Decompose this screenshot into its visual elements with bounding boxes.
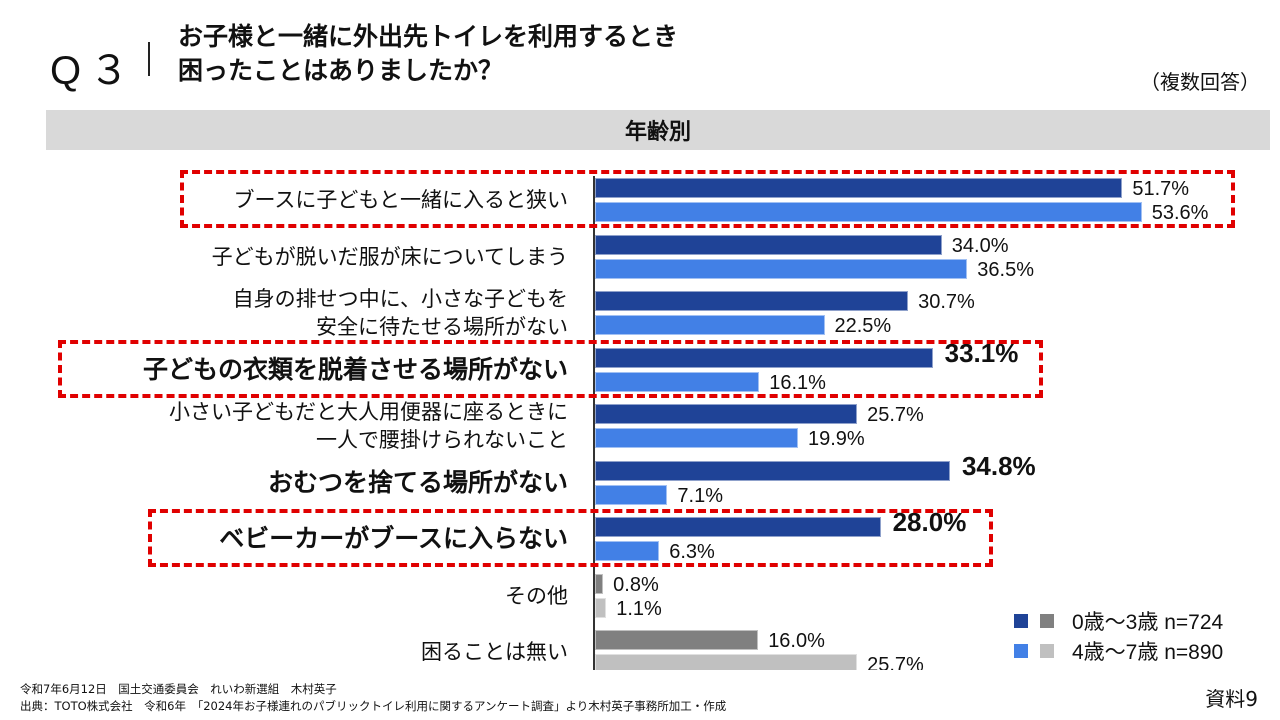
footer-line2: 出典：TOTO株式会社 令和6年 「2024年お子様連れのパブリックトイレ利用に… xyxy=(20,699,727,713)
category-label-line: おむつを捨てる場所がない xyxy=(267,467,568,497)
category-label-line: ブースに子どもと一緒に入ると狭い xyxy=(233,188,568,212)
category-label: おむつを捨てる場所がない xyxy=(267,467,568,497)
value-label: 53.6% xyxy=(1151,202,1209,224)
category-label: ブースに子どもと一緒に入ると狭い xyxy=(233,186,568,214)
value-label: 34.0% xyxy=(951,234,1009,257)
bar-0-3 xyxy=(595,291,909,311)
value-label: 16.1% xyxy=(769,371,826,394)
bar-4-7 xyxy=(595,315,825,335)
category-label: その他 xyxy=(505,582,568,610)
question-title-line2: 困ったことはありましたか？ xyxy=(178,56,504,85)
legend-swatch-light-blue xyxy=(1014,644,1028,658)
category-label: 小さい子どもだと大人用便器に座るときに一人で腰掛けられないこと xyxy=(169,398,568,454)
question-number: Q３ xyxy=(50,49,138,93)
page-label: 資料9 xyxy=(1205,687,1258,711)
bar-0-3 xyxy=(595,347,933,368)
legend-swatch-dark-blue xyxy=(1014,614,1028,628)
bar-4-7 xyxy=(595,202,1142,222)
bar-4-7 xyxy=(595,484,668,505)
value-label: 19.9% xyxy=(807,428,865,450)
bar-4-7 xyxy=(595,654,858,670)
value-label: 22.5% xyxy=(834,315,892,337)
question-title-line1: お子様と一緒に外出先トイレを利用するとき xyxy=(178,22,679,51)
bar-4-7 xyxy=(595,428,798,448)
value-label: 34.8% xyxy=(961,450,1036,481)
bar-0-3 xyxy=(595,517,881,537)
category-label-line: 一人で腰掛けられないこと xyxy=(316,428,568,452)
value-label: 33.1% xyxy=(944,337,1019,368)
chart-legend: 0歳～3歳 n=724 4歳～7歳 n=890 xyxy=(1014,606,1223,666)
question-title: お子様と一緒に外出先トイレを利用するとき 困ったことはありましたか？ xyxy=(178,20,678,88)
category-label-line: 困ることは無い xyxy=(421,640,568,664)
category-label: 子どもが脱いだ服が床についてしまう xyxy=(212,243,568,271)
legend-swatch-dark-gray xyxy=(1040,614,1054,628)
highlight-box xyxy=(148,509,993,567)
bar-0-3 xyxy=(595,404,858,424)
category-label-line: ベビーカーがブースに入らない xyxy=(219,524,568,553)
category-label-line: 小さい子どもだと大人用便器に座るときに xyxy=(169,400,568,424)
bar-0-3 xyxy=(595,630,759,650)
value-label: 25.7% xyxy=(867,404,924,426)
highlight-box xyxy=(58,339,1043,398)
category-label: 困ることは無い xyxy=(421,638,568,666)
value-label: 6.3% xyxy=(669,541,715,563)
question-separator xyxy=(148,42,150,76)
bar-chart: ブースに子どもと一緒に入ると狭い 51.7% 53.6% 子どもが脱いだ服が床について… xyxy=(0,160,1280,670)
legend-item-0-3: 0歳～3歳 n=724 xyxy=(1014,606,1223,636)
category-label-line: 子どもが脱いだ服が床についてしまう xyxy=(211,244,568,269)
value-label: 25.7% xyxy=(867,654,924,670)
bar-0-3 xyxy=(595,573,604,594)
legend-swatch-light-gray xyxy=(1040,644,1054,658)
category-label: 自身の排せつ中に、小さな子どもを安全に待たせる場所がない xyxy=(233,285,568,341)
category-label-line: 子どもの衣類を脱着させる場所がない xyxy=(142,354,568,384)
footer-line1: 令和7年6月12日 国土交通委員会 れいわ新選組 木村英子 xyxy=(20,682,337,696)
value-label: 30.7% xyxy=(918,291,975,313)
bar-4-7 xyxy=(595,371,760,392)
category-label-line: 安全に待たせる場所がない xyxy=(316,315,568,339)
legend-label: 4歳～7歳 n=890 xyxy=(1072,641,1224,664)
bar-4-7 xyxy=(595,258,968,279)
legend-item-4-7: 4歳～7歳 n=890 xyxy=(1014,636,1223,666)
y-axis-line xyxy=(593,176,595,670)
bar-4-7 xyxy=(595,597,607,618)
bar-0-3 xyxy=(595,178,1123,198)
category-label-line: その他 xyxy=(505,583,568,608)
footer-source: 令和7年6月12日 国土交通委員会 れいわ新選組 木村英子 出典：TOTO株式会… xyxy=(20,681,726,715)
value-label: 36.5% xyxy=(977,258,1035,281)
category-label-line: 自身の排せつ中に、小さな子どもを xyxy=(232,287,568,311)
highlight-box xyxy=(180,170,1235,228)
multiple-answer-note: （複数回答） xyxy=(1140,70,1260,94)
bar-0-3 xyxy=(595,234,942,255)
bar-4-7 xyxy=(595,541,660,561)
value-label: 0.8% xyxy=(613,573,659,596)
category-label: ベビーカーがブースに入らない xyxy=(219,525,568,553)
value-label: 16.0% xyxy=(768,630,825,652)
value-label: 28.0% xyxy=(892,507,967,537)
section-band: 年齢別 xyxy=(46,110,1270,150)
section-band-label: 年齢別 xyxy=(624,120,691,145)
legend-label: 0歳～3歳 n=724 xyxy=(1072,611,1224,634)
value-label: 1.1% xyxy=(616,597,662,620)
value-label: 51.7% xyxy=(1132,178,1190,200)
value-label: 7.1% xyxy=(677,484,723,507)
bar-0-3 xyxy=(595,460,950,481)
category-label: 子どもの衣類を脱着させる場所がない xyxy=(142,354,568,384)
